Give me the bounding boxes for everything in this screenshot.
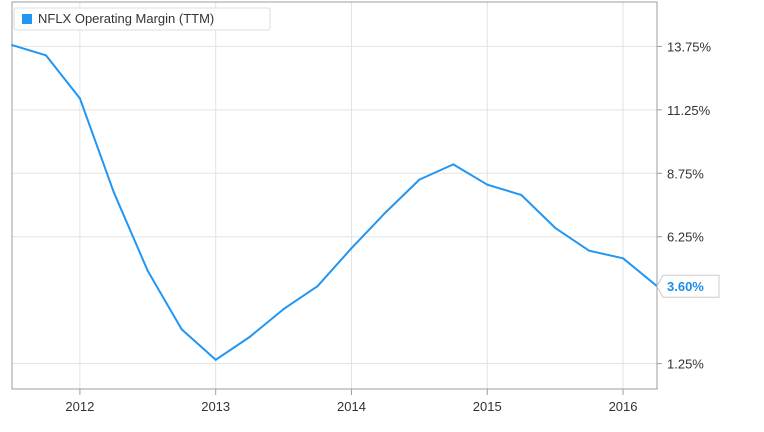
data-point xyxy=(452,163,455,166)
legend-box xyxy=(13,7,271,31)
data-point xyxy=(418,178,421,181)
x-tick-label: 2013 xyxy=(201,399,230,414)
legend-series-label: NFLX Operating Margin (TTM) xyxy=(38,11,214,26)
data-point xyxy=(214,358,217,361)
data-point xyxy=(622,257,625,260)
data-point xyxy=(248,335,251,338)
vertical-gridlines xyxy=(79,2,624,389)
x-tick-label: 2012 xyxy=(65,399,94,414)
data-point xyxy=(112,191,115,194)
data-point xyxy=(588,249,591,252)
x-axis-ticks: 2012 2013 2014 2015 2016 xyxy=(65,389,638,414)
data-point xyxy=(384,211,387,214)
plot-frame xyxy=(11,1,658,390)
series-layer xyxy=(11,44,658,361)
data-point xyxy=(11,44,13,47)
last-value-callout: 3.60% xyxy=(656,274,720,298)
data-point xyxy=(554,226,557,229)
y-tick-label: 13.75% xyxy=(667,39,712,54)
data-point xyxy=(44,54,47,57)
y-tick-label: 6.25% xyxy=(667,230,704,245)
callout-box xyxy=(656,274,720,298)
x-tick-label: 2014 xyxy=(337,399,366,414)
data-point xyxy=(486,183,489,186)
legend-swatch xyxy=(22,14,32,24)
data-point xyxy=(520,193,523,196)
y-tick-label: 1.25% xyxy=(667,357,704,372)
y-tick-label: 11.25% xyxy=(667,103,711,118)
x-tick-label: 2016 xyxy=(609,399,638,414)
y-axis-ticks: 13.75% 11.25% 8.75% 6.25% 1.25% xyxy=(657,39,712,372)
horizontal-gridlines xyxy=(12,45,657,365)
legend: NFLX Operating Margin (TTM) xyxy=(13,7,271,31)
x-tick-label: 2015 xyxy=(473,399,502,414)
y-tick-label: 8.75% xyxy=(667,166,704,181)
last-value-label: 3.60% xyxy=(667,279,704,294)
series-line xyxy=(11,44,658,361)
data-point xyxy=(350,247,353,250)
data-point xyxy=(180,328,183,331)
data-point xyxy=(146,269,149,272)
data-point xyxy=(78,97,81,100)
data-point xyxy=(282,308,285,311)
data-point xyxy=(316,285,319,288)
